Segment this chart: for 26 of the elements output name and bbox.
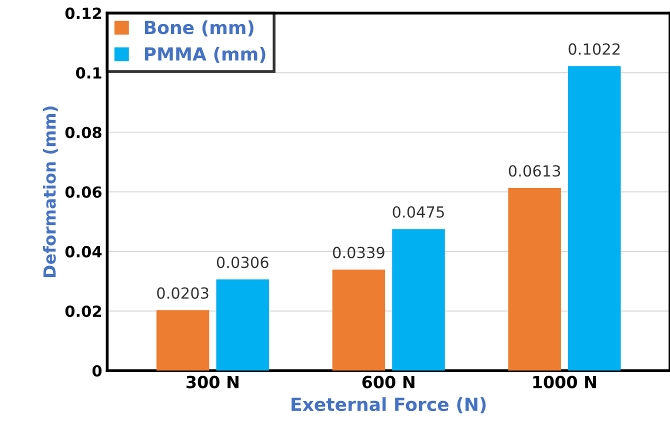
legend-label: PMMA (mm) <box>144 46 266 63</box>
y-tick-label: 0.06 <box>65 186 102 198</box>
bar <box>156 310 210 371</box>
x-tick-label: 300 N <box>186 376 238 388</box>
x-axis-title: Exeternal Force (N) <box>292 397 486 414</box>
data-label: 0.0339 <box>332 246 384 258</box>
y-tick-label: 0 <box>92 365 102 377</box>
bar <box>568 66 621 371</box>
data-label: 0.0475 <box>392 206 444 218</box>
y-tick-label: 0.04 <box>65 246 102 258</box>
bar <box>332 270 386 371</box>
y-tick-label: 0.12 <box>65 8 102 20</box>
y-axis-title: Deformation (mm) <box>42 106 58 278</box>
bar <box>392 229 445 371</box>
legend-label: Bone (mm) <box>144 20 254 36</box>
x-tick-label: 600 N <box>362 376 414 388</box>
x-tick-label: 1000 N <box>533 376 596 388</box>
data-label: 0.0306 <box>216 256 268 268</box>
data-label: 0.0613 <box>508 165 560 177</box>
y-tick-label: 0.08 <box>65 126 102 138</box>
y-tick-label: 0.02 <box>65 305 102 318</box>
y-tick-label: 0.1 <box>76 67 102 79</box>
data-label: 0.0203 <box>157 287 208 299</box>
bar <box>508 188 561 371</box>
bar <box>216 279 270 371</box>
data-label: 0.1022 <box>568 43 620 55</box>
